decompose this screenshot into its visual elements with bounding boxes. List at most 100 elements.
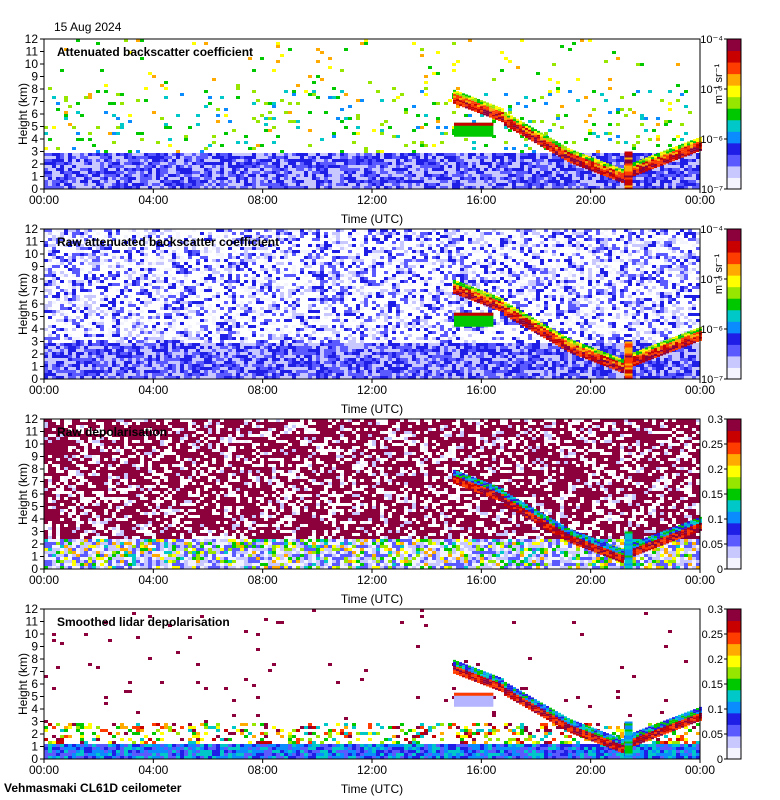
colorbar-segment	[727, 430, 741, 443]
y-tick-label: 10	[25, 247, 39, 261]
y-tick-label: 3	[31, 145, 38, 159]
colorbar-segment	[727, 499, 741, 512]
colorbar-segment	[727, 96, 741, 109]
y-tick-label: 7	[31, 475, 38, 489]
colorbar-tick-label: 0.3	[708, 414, 723, 426]
y-tick-label: 8	[31, 462, 38, 476]
colorbar-tick-label: 10⁻⁷	[701, 184, 723, 196]
y-tick-label: 6	[31, 297, 38, 311]
colorbar: 0 0.05 0.1 0.15 0.2 0.25 0.3	[702, 414, 742, 576]
colorbar-tick-label: 10⁻⁶	[700, 324, 723, 336]
y-tick-label: 9	[31, 640, 38, 654]
colorbar-tick-label: 0.05	[702, 539, 723, 551]
colorbar-frame	[726, 38, 742, 190]
date-label: 15 Aug 2024	[54, 20, 122, 34]
y-tick-label: 3	[31, 335, 38, 349]
y-tick-label: 1	[31, 360, 38, 374]
colorbar-segment	[727, 286, 741, 299]
x-tick-label: 08:00	[248, 763, 278, 777]
colorbar-segment	[727, 367, 741, 380]
colorbar-segment	[727, 632, 741, 645]
colorbar-tick-label: 10⁻⁴	[700, 224, 723, 236]
colorbar-segment	[727, 666, 741, 679]
colorbar-segment	[727, 545, 741, 558]
colorbar-frame	[726, 228, 742, 380]
y-tick-label: 8	[31, 272, 38, 286]
x-tick-label: 00:00	[29, 763, 59, 777]
x-tick-label: 20:00	[576, 763, 606, 777]
x-tick-label: 00:00	[29, 193, 59, 207]
colorbar-tick-label: 0	[717, 754, 723, 766]
colorbar-segment	[727, 522, 741, 535]
y-tick-label: 2	[31, 727, 38, 741]
colorbar-segment	[727, 678, 741, 691]
x-tick-label: 16:00	[466, 573, 496, 587]
y-tick-label: 12	[25, 412, 39, 426]
panel-title: Raw depolarisation	[57, 425, 167, 439]
x-tick-label: 04:00	[138, 193, 168, 207]
y-tick-label: 0	[31, 182, 38, 196]
x-tick-label: 12:00	[357, 383, 387, 397]
x-tick-label: 00:00	[685, 383, 715, 397]
y-tick-label: 4	[31, 512, 38, 526]
y-tick-label: 2	[31, 157, 38, 171]
heatmap-cells	[44, 419, 702, 570]
x-tick-label: 08:00	[248, 193, 278, 207]
colorbar-tick-label: 0.05	[702, 729, 723, 741]
colorbar-tick-label: 0	[717, 564, 723, 576]
colorbar-segment	[727, 240, 741, 253]
y-tick-label: 3	[31, 715, 38, 729]
colorbar-segment	[727, 108, 741, 121]
x-tick-label: 00:00	[29, 573, 59, 587]
colorbar-tick-label: 0.15	[702, 489, 723, 501]
x-tick-label: 20:00	[576, 383, 606, 397]
colorbar-segment	[727, 724, 741, 737]
colorbar-tick-label: 10⁻⁵	[700, 84, 723, 96]
x-tick-label: 08:00	[248, 573, 278, 587]
y-tick-label: 10	[25, 57, 39, 71]
colorbar-tick-label: 0.1	[708, 704, 723, 716]
colorbar-segment	[727, 511, 741, 524]
colorbar-tick-label: 10⁻⁵	[700, 274, 723, 286]
colorbar-segment	[727, 355, 741, 368]
y-tick-label: 9	[31, 450, 38, 464]
colorbar-segment	[727, 620, 741, 633]
y-tick-label: 12	[25, 32, 39, 46]
colorbar-tick-label: 0.3	[708, 604, 723, 616]
colorbar-segment	[727, 154, 741, 167]
colorbar-segment	[727, 442, 741, 455]
x-tick-label: 00:00	[29, 383, 59, 397]
x-tick-label: 16:00	[466, 763, 496, 777]
colorbar-segment	[727, 85, 741, 98]
y-tick-label: 1	[31, 550, 38, 564]
heatmap-cells	[44, 39, 702, 190]
panel-title: Raw attenuated backscatter coefficient	[57, 235, 279, 249]
colorbar-segment	[727, 62, 741, 75]
y-tick-label: 6	[31, 487, 38, 501]
colorbar-segment	[727, 119, 741, 132]
x-tick-label: 08:00	[248, 383, 278, 397]
y-tick-label: 8	[31, 652, 38, 666]
x-tick-label: 20:00	[576, 193, 606, 207]
y-tick-label: 12	[25, 222, 39, 236]
colorbar-segment	[727, 735, 741, 748]
y-tick-label: 5	[31, 500, 38, 514]
colorbar-segment	[727, 50, 741, 63]
x-tick-label: 12:00	[357, 573, 387, 587]
colorbar-segment	[727, 344, 741, 357]
y-tick-label: 11	[26, 235, 39, 249]
y-tick-label: 6	[31, 677, 38, 691]
panel-title: Smoothed lidar depolarisation	[57, 615, 230, 629]
y-tick-label: 1	[31, 170, 38, 184]
colorbar: 10⁻⁷ 10⁻⁶ 10⁻⁵ 10⁻⁴ m⁻¹ sr⁻¹	[700, 34, 742, 196]
y-tick-label: 7	[31, 285, 38, 299]
colorbar-segment	[727, 177, 741, 190]
y-tick-label: 0	[31, 562, 38, 576]
y-tick-label: 11	[26, 425, 39, 439]
colorbar-segment	[727, 321, 741, 334]
